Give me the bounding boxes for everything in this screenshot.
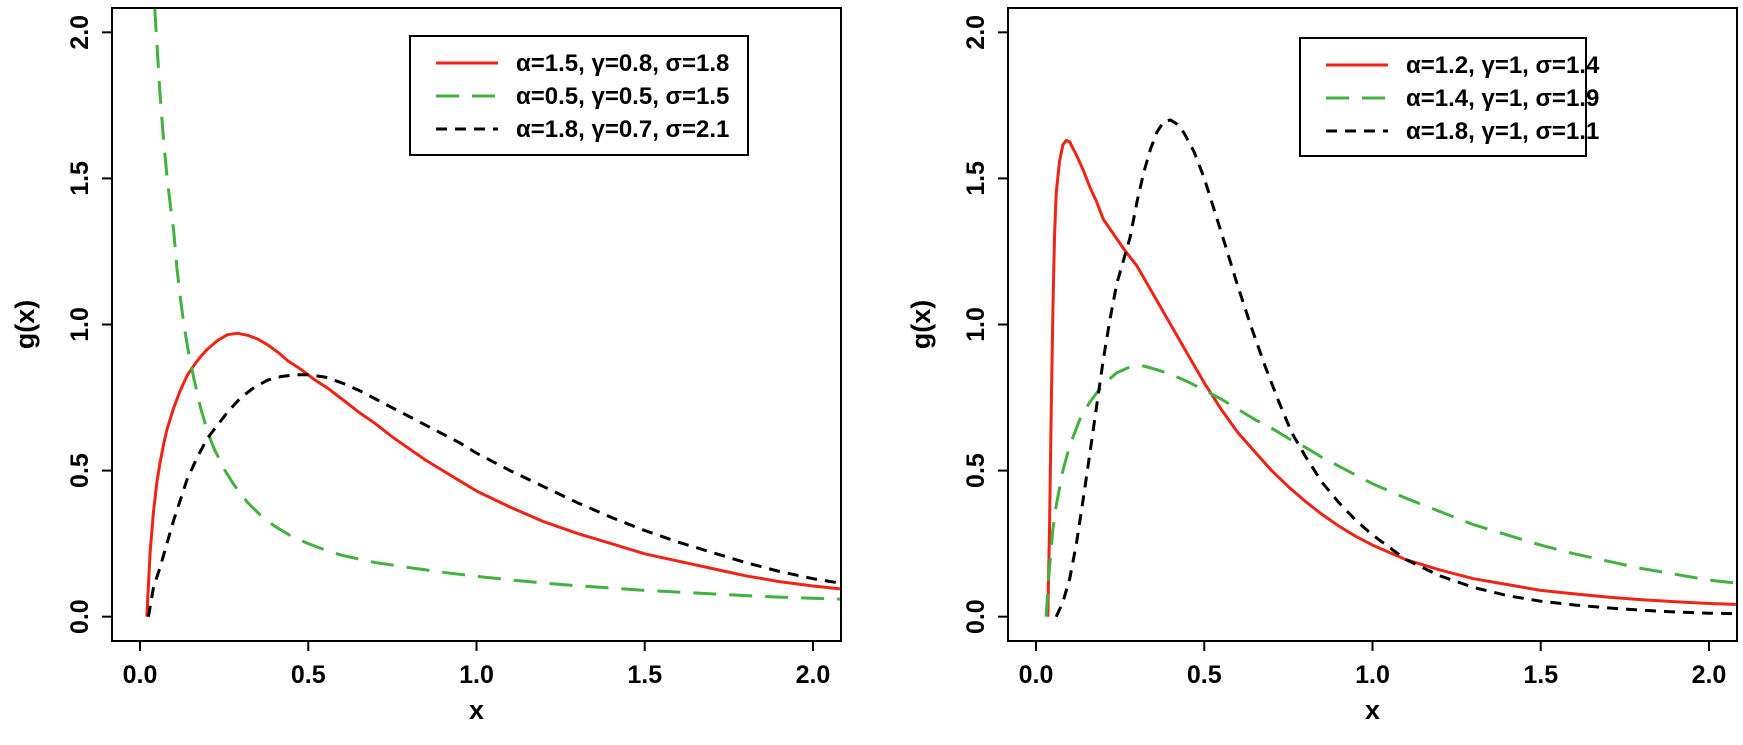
series-curve-1 [153,8,840,601]
legend-label-2: α=1.8, γ=0.7, σ=2.1 [516,116,729,143]
x-tick-label: 1.5 [1523,661,1558,689]
series-curve-2 [1054,118,1736,618]
y-axis-title: g(x) [906,300,936,350]
y-tick-label: 1.0 [962,307,990,342]
y-tick-label: 0.0 [66,599,94,634]
legend-label-0: α=1.2, γ=1, σ=1.4 [1406,52,1600,79]
series-curve-2 [146,373,841,617]
legend-box [409,35,749,156]
legend-label-0: α=1.5, γ=0.8, σ=1.8 [516,50,729,77]
y-tick-label: 0.0 [962,599,990,634]
x-tick-label: 0.0 [123,661,158,689]
legend-label-1: α=0.5, γ=0.5, σ=1.5 [516,83,729,110]
y-tick-label: 2.0 [66,15,94,50]
x-axis-title: x [469,695,484,725]
legend-label-1: α=1.4, γ=1, σ=1.9 [1406,85,1599,112]
series-curve-0 [145,331,841,617]
right-density-plot: 0.0 0.5 1.0 1.5 2.0 0.0 0.5 1.0 1.5 2.0 x g(x) α=1.2… [906,7,1738,725]
x-tick-label: 1.5 [627,661,662,689]
x-tick-label: 2.0 [1692,661,1727,689]
x-tick-label: 2.0 [796,661,831,689]
x-axis-title: x [1365,695,1380,725]
left-density-plot: 0.0 0.5 1.0 1.5 2.0 0.0 0.5 1.0 1.5 2.0 x g(x) α=1.5… [10,7,842,725]
x-tick-label: 1.0 [459,661,494,689]
x-tick-label: 0.5 [291,661,326,689]
y-axis-title: g(x) [10,300,40,350]
series-curve-1 [1044,364,1737,617]
legend-label-2: α=1.8, γ=1, σ=1.1 [1406,118,1599,145]
series-curve-0 [1046,138,1736,617]
y-tick-label: 2.0 [962,15,990,50]
x-tick-label: 1.0 [1355,661,1390,689]
y-tick-label: 1.0 [66,307,94,342]
y-tick-label: 0.5 [962,453,990,488]
y-tick-label: 1.5 [962,161,990,196]
x-tick-label: 0.0 [1019,661,1054,689]
x-tick-label: 0.5 [1187,661,1222,689]
y-tick-label: 1.5 [66,161,94,196]
y-tick-label: 0.5 [66,453,94,488]
